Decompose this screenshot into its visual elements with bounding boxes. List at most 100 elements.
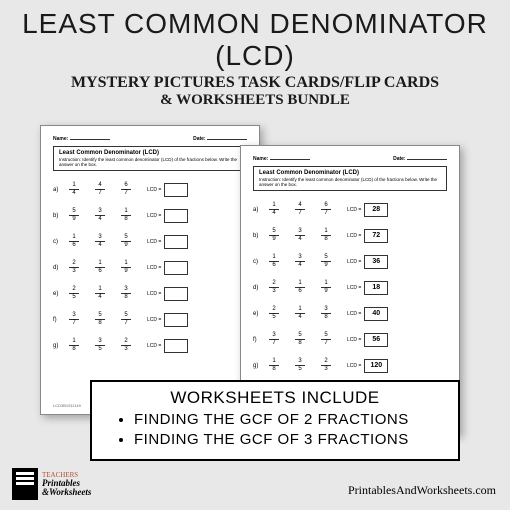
lcd-answer-box [164, 209, 188, 223]
include-item: FINDING THE GCF OF 3 FRACTIONS [134, 430, 444, 450]
fraction: 37 [265, 332, 283, 347]
lcd-answer-box [164, 339, 188, 353]
worksheet-footer-code: LCD3B1911149 [53, 403, 81, 408]
fraction: 18 [65, 338, 83, 353]
lcd-answer-box: 56 [364, 333, 388, 347]
fraction: 18 [317, 228, 335, 243]
worksheet-row: d)231619LCD =18 [253, 280, 447, 295]
lcd-label: LCD = [347, 285, 361, 291]
lcd-label: LCD = [147, 213, 161, 219]
worksheet-row: b)593418LCD =72 [253, 228, 447, 243]
worksheet-row: f)37 58 57 LCD = [53, 312, 247, 327]
fraction: 58 [291, 332, 309, 347]
include-item: FINDING THE GCF OF 2 FRACTIONS [134, 410, 444, 430]
worksheet-titlebox: Least Common Denominator (LCD) Instructi… [53, 146, 247, 171]
brand-logo: TEACHERS Printables &Worksheets [12, 468, 91, 500]
worksheet-title: Least Common Denominator (LCD) [59, 150, 241, 156]
fraction: 67 [317, 202, 335, 217]
worksheets-include-box: WORKSHEETS INCLUDE FINDING THE GCF OF 2 … [90, 380, 460, 461]
include-title: WORKSHEETS INCLUDE [106, 388, 444, 408]
lcd-answer-box: 18 [364, 281, 388, 295]
fraction: 38 [317, 306, 335, 321]
row-label: a) [53, 187, 65, 193]
main-title: LEAST COMMON DENOMINATOR (LCD) [0, 0, 510, 72]
row-label: g) [53, 343, 65, 349]
fraction: 59 [317, 254, 335, 269]
fraction: 57 [117, 312, 135, 327]
fraction: 34 [91, 234, 109, 249]
lcd-label: LCD = [347, 363, 361, 369]
fraction: 19 [117, 260, 135, 275]
row-label: e) [253, 311, 265, 317]
lcd-label: LCD = [147, 265, 161, 271]
lcd-answer-box [164, 183, 188, 197]
worksheet-row: f)37 58 57 LCD =56 [253, 332, 447, 347]
worksheet-title: Least Common Denominator (LCD) [259, 170, 441, 176]
worksheet-blank: Name: Date: Least Common Denominator (LC… [40, 125, 260, 415]
lcd-answer-box: 28 [364, 203, 388, 217]
row-label: d) [53, 265, 65, 271]
worksheet-row: g)183523LCD =120 [253, 358, 447, 373]
lcd-label: LCD = [347, 337, 361, 343]
fraction: 38 [117, 286, 135, 301]
lcd-answer-box [164, 313, 188, 327]
row-label: a) [253, 207, 265, 213]
fraction: 59 [265, 228, 283, 243]
fraction: 34 [291, 228, 309, 243]
row-label: f) [53, 317, 65, 323]
fraction: 23 [117, 338, 135, 353]
fraction: 34 [91, 208, 109, 223]
row-label: e) [53, 291, 65, 297]
fraction: 14 [291, 306, 309, 321]
fraction: 34 [291, 254, 309, 269]
row-label: f) [253, 337, 265, 343]
worksheet-row: a)144767LCD = [53, 182, 247, 197]
worksheet-row: c)163459LCD = [53, 234, 247, 249]
lcd-answer-box [164, 235, 188, 249]
fraction: 14 [91, 286, 109, 301]
worksheet-row: c)163459LCD =36 [253, 254, 447, 269]
fraction: 16 [291, 280, 309, 295]
fraction: 58 [91, 312, 109, 327]
row-label: g) [253, 363, 265, 369]
worksheet-instruction: Instruction: Identify the least common d… [59, 157, 241, 167]
subtitle-line1: MYSTERY PICTURES TASK CARDS/FLIP CARDS [0, 74, 510, 92]
fraction: 14 [65, 182, 83, 197]
fraction: 16 [91, 260, 109, 275]
lcd-label: LCD = [147, 187, 161, 193]
fraction: 35 [291, 358, 309, 373]
fraction: 23 [317, 358, 335, 373]
worksheet-header: Name: Date: [253, 156, 447, 162]
row-label: c) [253, 259, 265, 265]
worksheet-row: a)14 47 67 LCD =28 [253, 202, 447, 217]
fraction: 14 [265, 202, 283, 217]
row-label: b) [253, 233, 265, 239]
lcd-answer-box [164, 287, 188, 301]
lcd-label: LCD = [347, 233, 361, 239]
fraction: 47 [291, 202, 309, 217]
fraction: 19 [317, 280, 335, 295]
lcd-answer-box: 40 [364, 307, 388, 321]
logo-text-line3: &Worksheets [42, 488, 91, 497]
lcd-label: LCD = [347, 311, 361, 317]
fraction: 59 [117, 234, 135, 249]
worksheet-header: Name: Date: [53, 136, 247, 142]
fraction: 18 [117, 208, 135, 223]
fraction: 35 [91, 338, 109, 353]
fraction: 57 [317, 332, 335, 347]
lcd-label: LCD = [147, 343, 161, 349]
fraction: 23 [65, 260, 83, 275]
worksheet-instruction: Instruction: Identify the least common d… [259, 177, 441, 187]
fraction: 67 [117, 182, 135, 197]
fraction: 37 [65, 312, 83, 327]
lcd-answer-box: 36 [364, 255, 388, 269]
lcd-label: LCD = [147, 317, 161, 323]
subtitle-line2: & WORKSHEETS BUNDLE [0, 92, 510, 109]
include-list: FINDING THE GCF OF 2 FRACTIONSFINDING TH… [106, 410, 444, 449]
lcd-label: LCD = [347, 207, 361, 213]
worksheet-row: b)593418LCD = [53, 208, 247, 223]
lcd-answer-box: 120 [364, 359, 388, 373]
lcd-label: LCD = [147, 239, 161, 245]
row-label: d) [253, 285, 265, 291]
fraction: 16 [65, 234, 83, 249]
